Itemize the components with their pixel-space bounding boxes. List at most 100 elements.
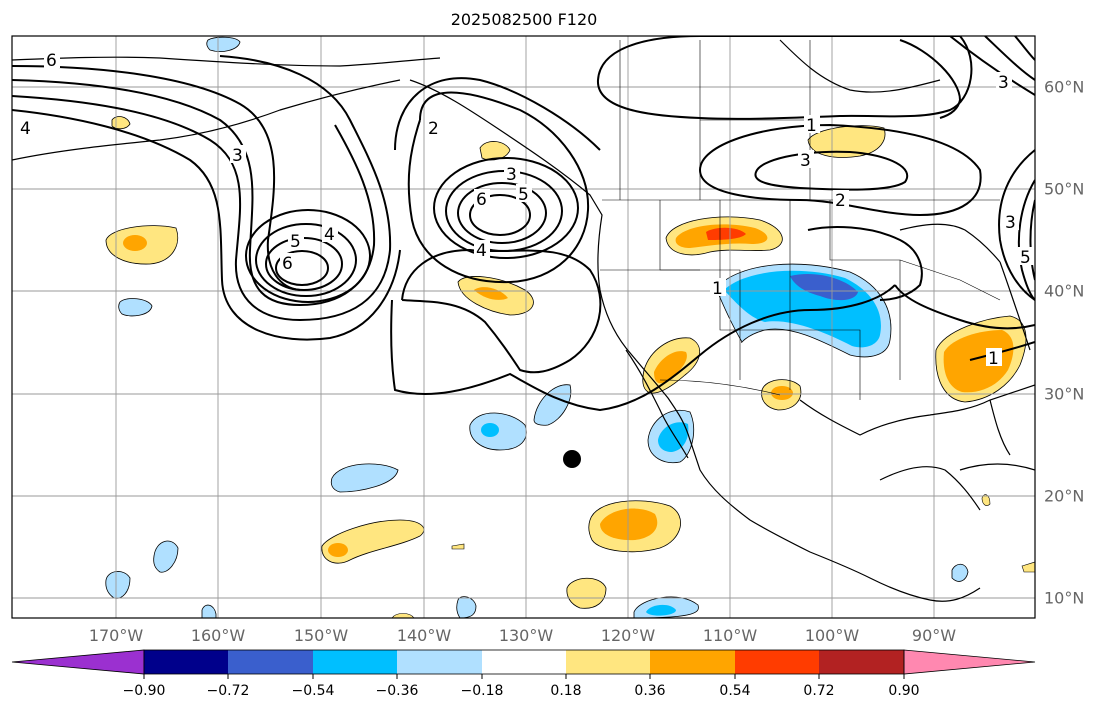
- neg-area-north-1: [206, 36, 241, 52]
- contour-label: 4: [324, 225, 335, 245]
- contour-label: 2: [835, 191, 846, 211]
- contour-low-nepac-5: [407, 91, 590, 284]
- latitude-label: 10°N: [1044, 588, 1085, 608]
- baja-peninsula: [625, 349, 689, 459]
- contour-label: 6: [476, 190, 487, 210]
- neg-area-pacific-1-core: [481, 423, 499, 437]
- contour-label-backgrounds: [18, 50, 1034, 366]
- latitude-label: 20°N: [1044, 486, 1085, 506]
- contour-low-gulf-8: [12, 109, 401, 341]
- neg-area-pacific-3: [330, 463, 399, 493]
- contour-low-gulf-6: [12, 79, 376, 307]
- pos-area-canada: [807, 125, 886, 158]
- colorbar-tick-label: −0.54: [291, 683, 335, 699]
- longitude-label: 110°W: [702, 626, 758, 645]
- colorbar-tick-label: −0.18: [460, 683, 504, 699]
- neg-area-pacific-6: [105, 571, 131, 599]
- neg-area-small: [201, 604, 217, 618]
- map-border: [11, 35, 1036, 619]
- colorbar-bin: [313, 650, 397, 674]
- longitude-label: 130°W: [498, 626, 554, 645]
- longitude-label: 150°W: [293, 626, 349, 645]
- contour-low-gulf-7: [12, 65, 301, 291]
- contour-ne-corner-1: [949, 36, 1035, 96]
- north-america-west-coast: [409, 79, 981, 602]
- pos-area-tiny-3: [1021, 561, 1035, 573]
- colorbar: [11, 649, 1036, 679]
- colorbar-bin: [650, 650, 735, 674]
- pos-area-tiny-2: [981, 494, 991, 506]
- colorbar-bin: [735, 650, 819, 674]
- colorbar-tick-label: −0.90: [122, 683, 166, 699]
- longitude-label: 100°W: [804, 626, 860, 645]
- contour-east-4: [1029, 199, 1035, 281]
- contour-canada-outer: [899, 39, 962, 119]
- latitude-label: 60°N: [1044, 77, 1085, 97]
- contour-label: 4: [476, 241, 487, 261]
- neg-area-baja-core: [658, 422, 689, 452]
- contour-label: 1: [712, 279, 723, 299]
- neg-area-pacific-4: [118, 298, 153, 317]
- longitude-label: 160°W: [190, 626, 246, 645]
- colorbar-extend-high: [903, 649, 1036, 675]
- contour-canada-3: [754, 150, 908, 191]
- storm-marker-dot: [563, 450, 581, 468]
- colorbar-tick-label: 0.36: [634, 683, 666, 699]
- contour-label: 5: [1020, 248, 1031, 268]
- alaska-south-coast: [12, 79, 401, 161]
- pos-area-west: [111, 116, 131, 130]
- contour-low-gulf-4: [245, 209, 371, 303]
- contour-low-nepac-inner: [469, 194, 531, 236]
- colorbar-tick-label: 0.54: [719, 683, 751, 699]
- pos-area-pacific-1-core: [600, 508, 658, 541]
- florida: [989, 399, 1011, 456]
- east-coast: [999, 261, 1031, 351]
- contour-label: 3: [1005, 213, 1016, 233]
- contour-subtropical-1: [390, 284, 896, 412]
- contour-label: 4: [20, 119, 31, 139]
- contour-canada-1: [596, 36, 973, 120]
- longitude-label: 90°W: [911, 626, 957, 645]
- longitude-label: 120°W: [600, 626, 656, 645]
- gulf-coast: [799, 384, 1035, 436]
- colorbar-extend-low: [11, 649, 145, 675]
- pos-area-tiny-1: [451, 543, 465, 550]
- contour-label: 6: [46, 51, 57, 71]
- contour-low-nepac-2: [457, 182, 547, 244]
- contour-label: 1: [988, 349, 999, 369]
- pos-area-pacific-4-core: [474, 287, 508, 300]
- contour-label: 5: [518, 185, 529, 205]
- contour-east-1: [894, 284, 1035, 330]
- pos-area-pacific-2: [321, 519, 425, 564]
- contour-low-gulf-5: [12, 55, 392, 322]
- contour-low-nepac-4: [433, 157, 579, 259]
- latitude-label: 30°N: [1044, 384, 1085, 404]
- colorbar-bin: [566, 650, 650, 674]
- contour-low-gulf-3: [255, 223, 357, 297]
- contour-label: 6: [282, 254, 293, 274]
- contour-label-text: 6 5 6 4 3 6 5 4 3 2 3 2 1 1 1 3 3 4 5: [20, 51, 1031, 369]
- contour-canada-2: [699, 123, 982, 217]
- colorbar-tick-label: 0.90: [888, 683, 920, 699]
- colorbar-bin: [144, 650, 228, 674]
- contour-ne-pac-6: [394, 77, 601, 151]
- contour-label: 3: [506, 165, 517, 185]
- map-title: 2025082500 F120: [450, 10, 598, 29]
- contour-label: 3: [998, 73, 1009, 93]
- latitude-label: 50°N: [1044, 179, 1085, 199]
- contour-ne-corner-3: [1014, 36, 1035, 61]
- neg-area-plains-deep: [790, 273, 858, 301]
- cuba: [959, 463, 1035, 471]
- pos-area-tiny-4: [391, 613, 415, 618]
- contour-label: 3: [800, 151, 811, 171]
- colorbar-tick-label: −0.36: [375, 683, 419, 699]
- pos-area-pacific-3-core: [123, 235, 147, 251]
- longitude-label: 140°W: [396, 626, 452, 645]
- hudson-bay-edge: [779, 39, 941, 93]
- contour-central-2: [807, 226, 923, 301]
- neg-area-caribbean: [951, 563, 969, 582]
- contour-label: 5: [290, 232, 301, 252]
- colorbar-bin: [819, 650, 904, 674]
